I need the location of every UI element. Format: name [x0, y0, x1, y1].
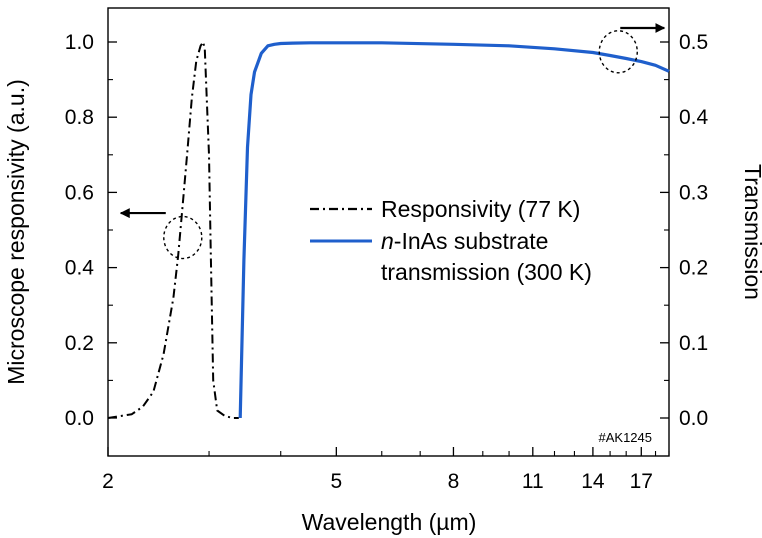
y-right-tick-label: 0.5: [679, 31, 708, 54]
series-responsivity-line: [107, 41, 239, 419]
legend-label-responsivity: Responsivity (77 K): [381, 196, 580, 222]
x-axis-title: Wavelength (µm): [302, 509, 477, 535]
x-tick-label: 2: [102, 470, 114, 493]
y-right-tick-label: 0.0: [679, 407, 708, 430]
y-right-tick-label: 0.2: [679, 257, 708, 280]
plot-frame: [107, 7, 670, 457]
y-left-tick-label: 0.6: [65, 181, 94, 204]
y-left-tick-label: 0.2: [65, 332, 94, 355]
y-left-tick-label: 0.4: [65, 257, 95, 280]
annotation-layer: [119, 23, 666, 260]
y-right-tick-label: 0.1: [679, 332, 708, 355]
x-tick-label: 11: [522, 470, 544, 493]
x-tick-label: 8: [448, 470, 460, 493]
x-tick-label: 5: [330, 470, 342, 493]
y-left-axis-title: Microscope responsivity (a.u.): [3, 79, 29, 385]
legend-label-transmission-line2: transmission (300 K): [381, 259, 592, 285]
series-layer: [107, 41, 670, 419]
y-right-tick-label: 0.3: [679, 181, 708, 204]
y-left-tick-label: 0.0: [65, 407, 94, 430]
legend: Responsivity (77 K) n-InAs substrate tra…: [310, 196, 592, 285]
right-axis-marker-circle: [598, 30, 638, 74]
legend-label-transmission-line1: n-InAs substrate: [381, 228, 548, 254]
y-right-axis-title: Transmission: [740, 164, 762, 300]
sample-id-label: #AK1245: [599, 430, 653, 445]
x-tick-label: 17: [630, 470, 653, 493]
series-transmission-line: [238, 41, 670, 419]
x-tick-label: 14: [581, 470, 605, 493]
y-left-tick-label: 1.0: [65, 31, 94, 54]
y-right-tick-label: 0.4: [679, 106, 709, 129]
legend-label-transmission-rest: -InAs substrate: [394, 228, 549, 254]
y-left-tick-label: 0.8: [65, 106, 94, 129]
left-axis-marker-circle: [163, 215, 203, 260]
legend-label-transmission-italic: n: [381, 228, 394, 254]
ticks-layer: 2 5 8 11 14 17 0.0 0.2 0.4 0.6 0.8 1.0 0.0 0.1 0.2 0.3 0…: [65, 31, 709, 493]
